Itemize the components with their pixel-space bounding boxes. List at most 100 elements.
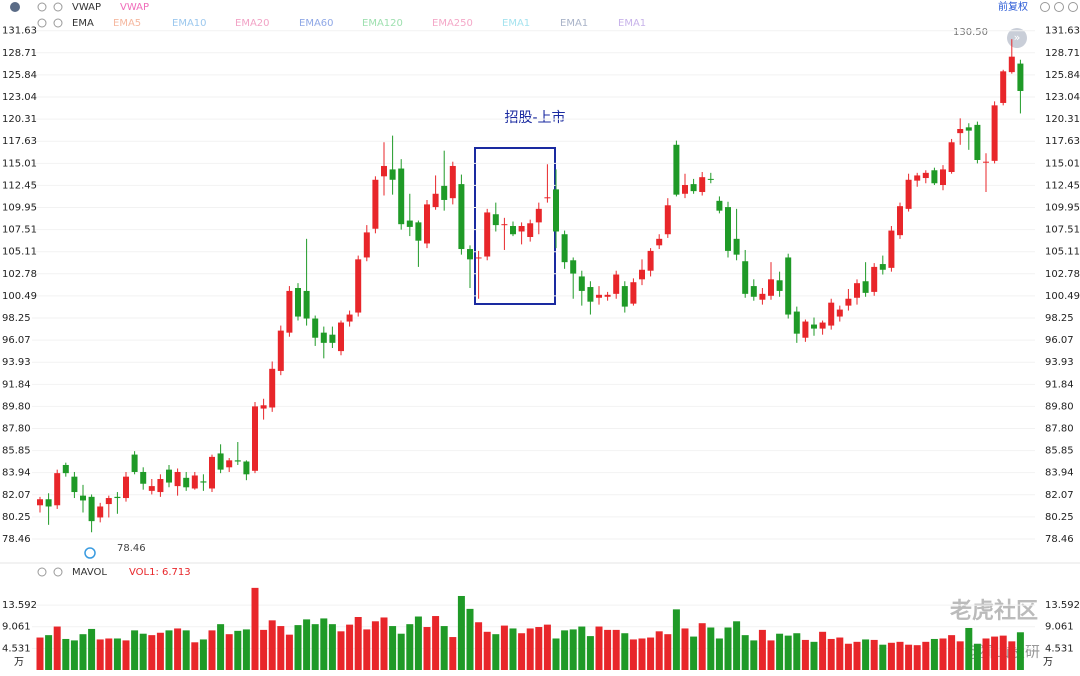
settings-icon[interactable] [37, 18, 47, 28]
adjust-button[interactable]: 前复权 [998, 0, 1028, 13]
candle-body [475, 257, 482, 259]
y-tick-label: 105.11 [2, 247, 37, 258]
volume-bar [423, 627, 431, 670]
candle-body [346, 314, 353, 322]
volume-bar [604, 629, 612, 670]
high-label: 130.50 [953, 27, 988, 38]
settings-icon[interactable] [37, 567, 47, 577]
volume-bar [234, 630, 242, 670]
volume-bar [122, 640, 130, 670]
candle-body [699, 177, 706, 193]
y-tick-label: 96.07 [2, 335, 31, 346]
candle-body [587, 287, 594, 302]
volume-bar [672, 609, 680, 670]
candle-body [243, 461, 250, 475]
candle-body [355, 259, 362, 313]
volume-bar [784, 635, 792, 670]
candle-body [991, 105, 998, 161]
candle-body [931, 170, 938, 184]
volume-bar [268, 620, 276, 670]
candle-body [948, 142, 955, 172]
candle-body [1017, 63, 1024, 91]
candle-body [286, 290, 293, 333]
volume-bar [810, 641, 818, 670]
ema-label[interactable]: EMA [72, 18, 94, 29]
candle-body [449, 165, 456, 199]
candle-body [209, 456, 215, 489]
ema-item: EMA1 [502, 18, 530, 29]
undo-icon[interactable] [1040, 2, 1050, 12]
volume-bar [466, 608, 474, 670]
candle-body [226, 460, 233, 468]
volume-bar [621, 633, 629, 670]
candle-body [759, 293, 766, 300]
volume-bar [509, 628, 517, 670]
volume-bar [922, 641, 930, 670]
candle-body [682, 184, 688, 194]
y-tick-label: 115.01 [2, 158, 37, 169]
volume-bar [698, 623, 706, 670]
volume-bar [475, 622, 483, 670]
candle-body [974, 124, 981, 160]
candle-body [983, 161, 989, 163]
candle-body [37, 499, 43, 506]
close-icon[interactable] [53, 567, 63, 577]
y-tick-label: 9.061 [2, 622, 31, 633]
candle-body [458, 184, 465, 250]
volume-bar [354, 616, 362, 670]
candle-body [45, 499, 52, 507]
y-tick-label: 98.25 [2, 313, 31, 324]
volume-bar [819, 631, 827, 670]
volume-bar [62, 638, 70, 670]
candle-body [441, 185, 448, 200]
volume-bar [948, 635, 956, 670]
close-icon[interactable] [53, 2, 63, 12]
close-icon[interactable] [53, 18, 63, 28]
volume-bar [518, 633, 526, 670]
volume-bar [793, 633, 801, 670]
candle-body [707, 178, 714, 180]
y-tick-label: 4.531 [1045, 643, 1074, 654]
candle-body [862, 281, 869, 293]
zoom-in-icon[interactable] [1068, 2, 1078, 12]
volume-bar [251, 587, 259, 670]
y-tick-label: 112.45 [2, 180, 37, 191]
volume-bar [113, 638, 121, 670]
candle-body [62, 464, 69, 474]
candle-body [553, 189, 559, 232]
y-tick-label: 112.45 [1045, 180, 1080, 191]
y-tick-label: 120.31 [2, 114, 37, 125]
candle-body [922, 172, 929, 179]
y-tick-label: 131.63 [2, 26, 37, 37]
volume-bar [552, 638, 560, 670]
collapse-icon[interactable] [10, 2, 20, 12]
candle-body [725, 207, 731, 251]
vwap-label[interactable]: VWAP [72, 2, 101, 13]
y-tick-label: 109.95 [2, 203, 37, 214]
zoom-out-icon[interactable] [1054, 2, 1064, 12]
volume-bar [148, 635, 156, 670]
candle-body [269, 368, 276, 408]
candle-body [518, 226, 525, 232]
volume-bar [105, 638, 113, 670]
candle-body [389, 169, 396, 180]
vwap-value: VWAP [120, 2, 149, 13]
candle-body [148, 486, 155, 491]
candle-body [957, 128, 964, 134]
settings-icon[interactable] [37, 2, 47, 12]
volume-label[interactable]: MAVOL [72, 567, 107, 578]
volume-bar [681, 628, 689, 670]
y-tick-label: 102.78 [2, 269, 37, 280]
volume-bar [45, 635, 53, 670]
candle-body [604, 294, 611, 297]
volume-bar [191, 642, 199, 670]
candle-body [381, 165, 387, 177]
candle-body [329, 334, 336, 343]
volume-bar [371, 621, 379, 670]
volume-bar [930, 638, 938, 670]
candle-body [768, 279, 774, 296]
y-tick-label: 78.46 [2, 534, 31, 545]
volume-bar [939, 638, 947, 670]
expand-icon[interactable]: » [1014, 31, 1021, 44]
low-marker [84, 547, 96, 559]
